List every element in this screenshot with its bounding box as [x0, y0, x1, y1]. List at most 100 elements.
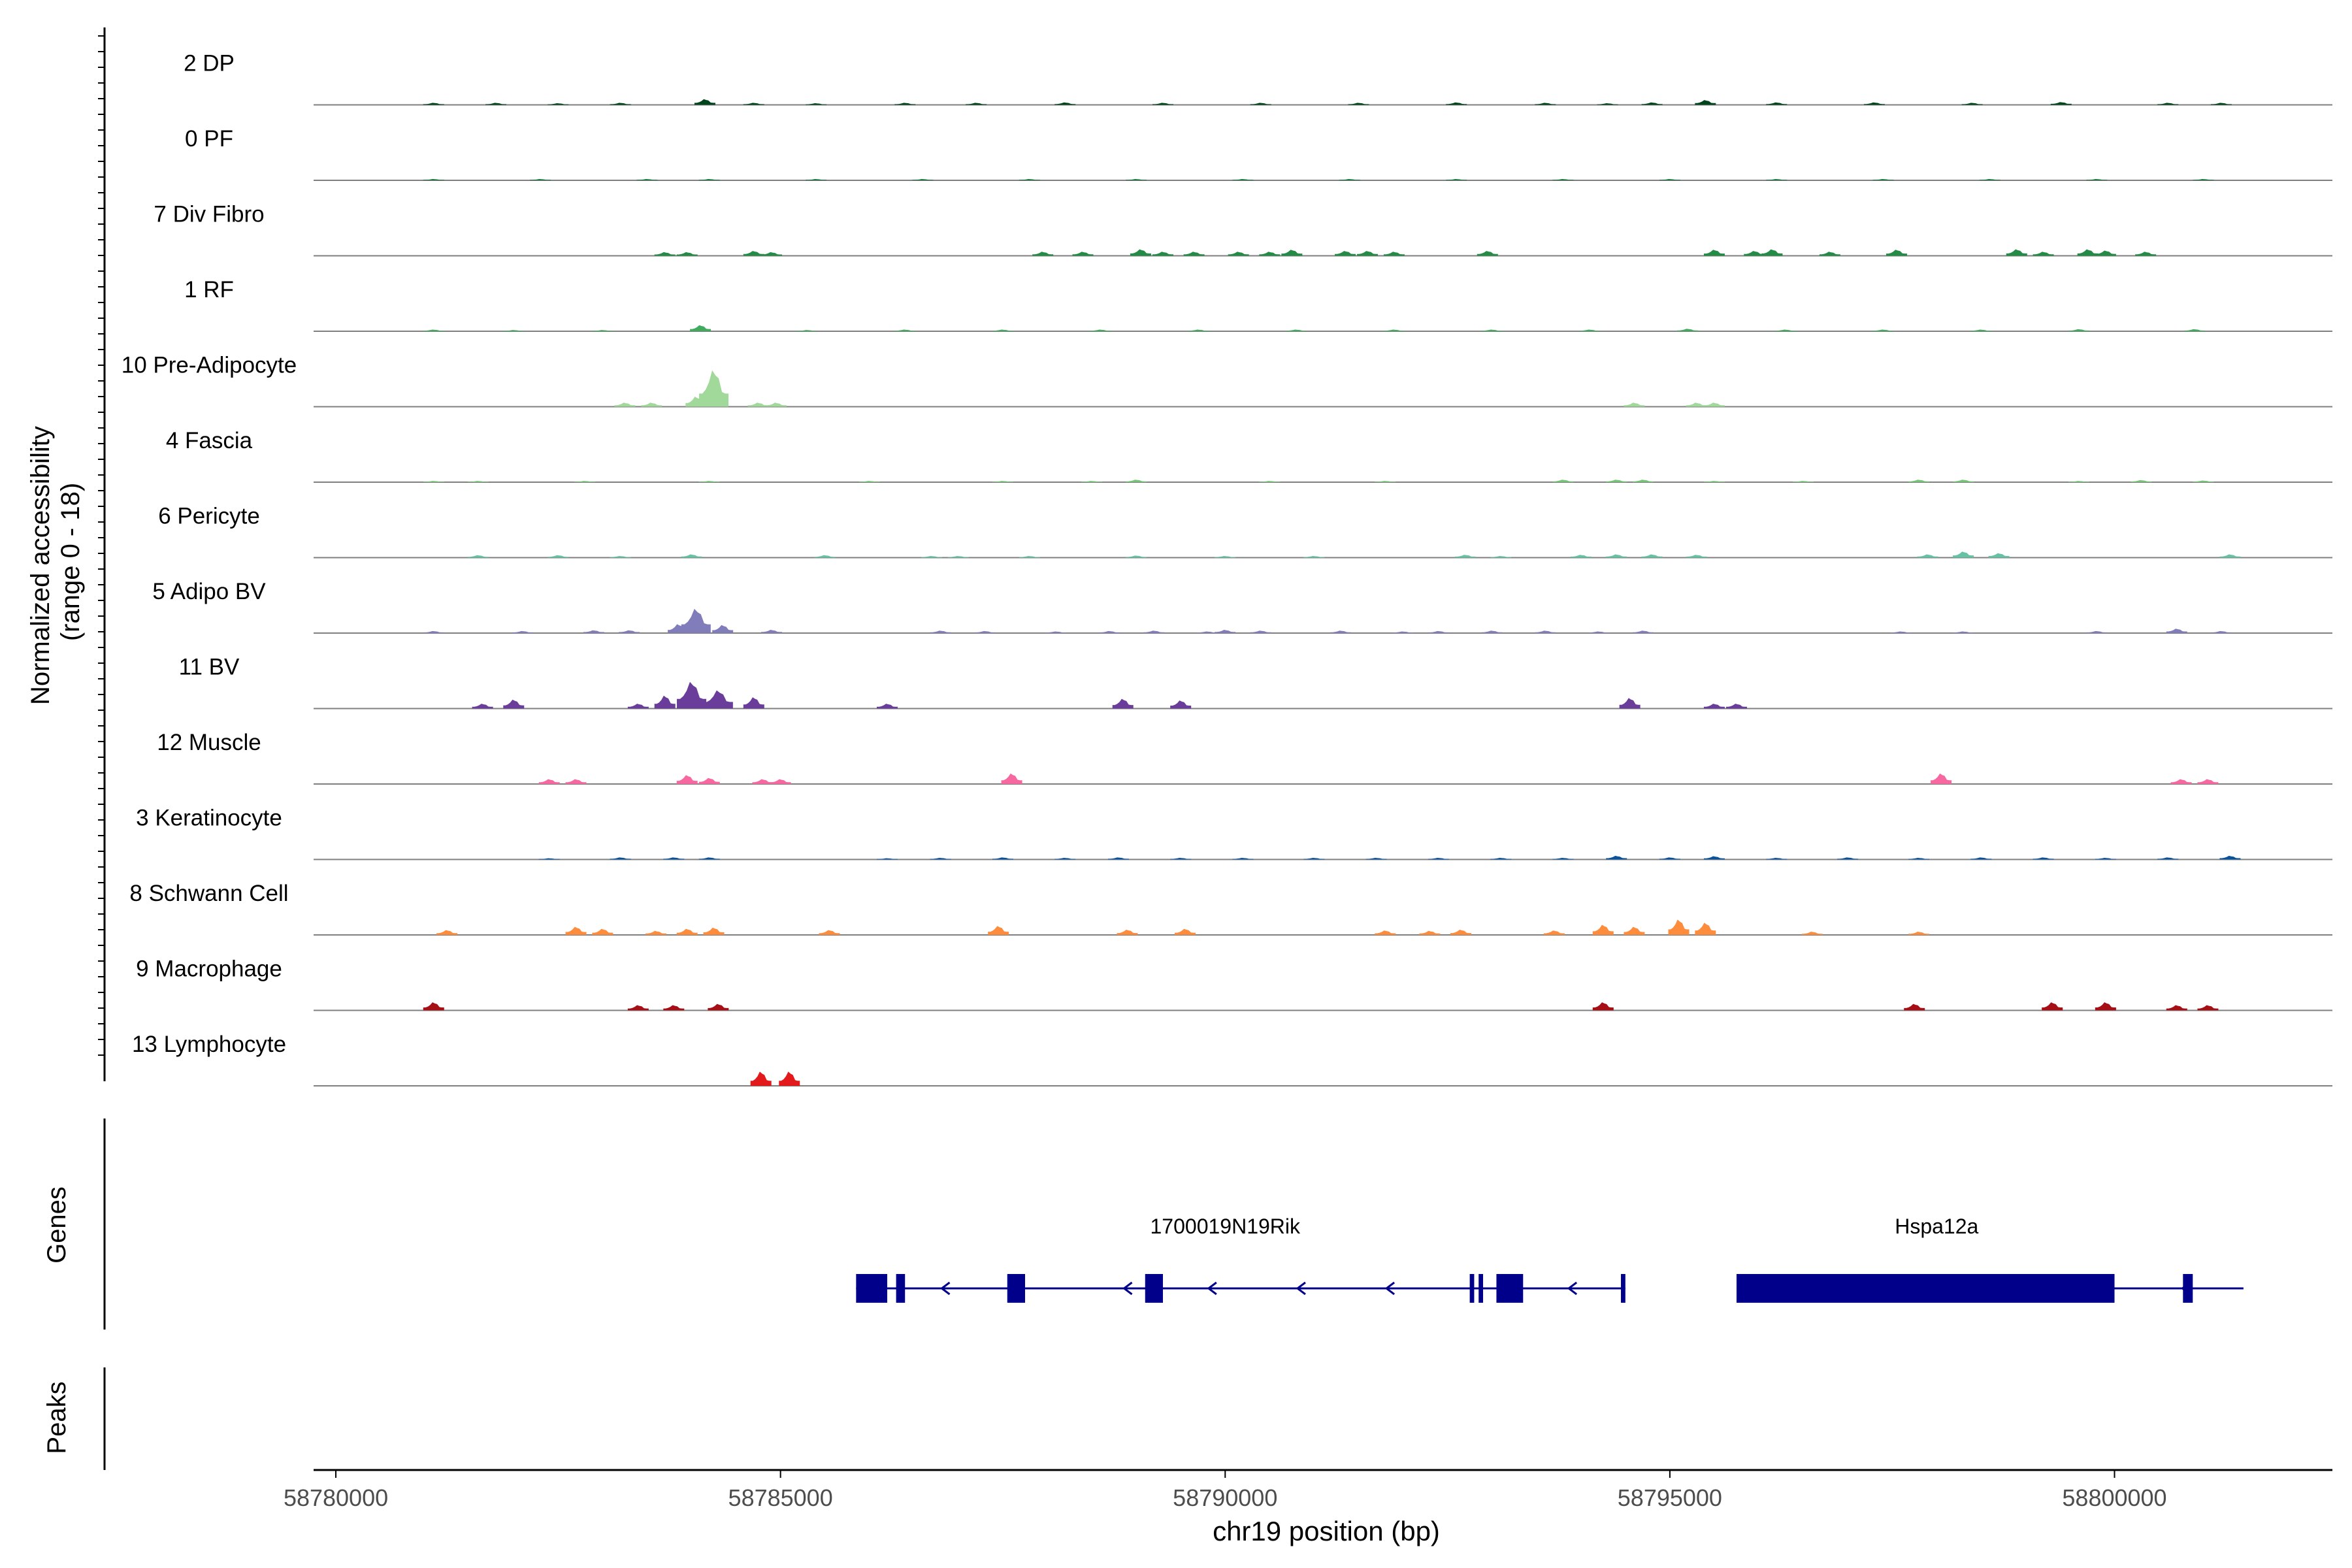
- coverage-peak: [423, 481, 444, 482]
- coverage-peak: [654, 695, 676, 709]
- coverage-peak: [1228, 252, 1249, 256]
- coverage-peak: [610, 857, 631, 860]
- coverage-peak: [1917, 554, 1938, 558]
- coverage-peak: [2157, 103, 2179, 105]
- coverage-peak: [747, 402, 769, 407]
- coverage-peak: [1335, 251, 1356, 256]
- coverage-peak: [699, 370, 729, 407]
- coverage-peak: [1428, 858, 1449, 860]
- coverage-peak: [1908, 932, 1930, 935]
- coverage-peak: [2219, 855, 2241, 860]
- coverage-peak: [698, 481, 720, 482]
- coverage-peak: [1686, 555, 1707, 558]
- coverage-peak: [663, 1005, 685, 1011]
- coverage-peak: [698, 179, 720, 180]
- coverage-peak: [1490, 858, 1512, 860]
- coverage-peak: [1890, 631, 1912, 633]
- y-axis-label-line2: (range 0 - 18): [56, 483, 85, 641]
- coverage-peak: [1481, 630, 1503, 633]
- strand-arrow: [1567, 1281, 1578, 1296]
- track-11: 3 Keratinocyte: [136, 806, 2332, 860]
- coverage-peak: [1766, 858, 1788, 860]
- coverage-peak: [1446, 179, 1467, 180]
- coverage-peak: [1970, 857, 1992, 860]
- coverage-peak: [1383, 252, 1405, 256]
- coverage-peak: [503, 699, 525, 709]
- gene-exon: [1469, 1274, 1475, 1303]
- strand-arrow: [1122, 1281, 1133, 1296]
- gene-exon: [896, 1274, 906, 1303]
- track-label: 8 Schwann Cell: [129, 881, 288, 906]
- strand-arrow: [939, 1281, 951, 1296]
- coverage-peak: [779, 1071, 800, 1086]
- coverage-peak: [1641, 554, 1663, 558]
- coverage-peak: [1183, 252, 1205, 256]
- coverage-peak: [1606, 480, 1627, 482]
- coverage-peak: [806, 179, 827, 180]
- coverage-peak: [1188, 329, 1209, 331]
- coverage-peak: [1446, 102, 1467, 105]
- coverage-peak: [1579, 329, 1601, 331]
- coverage-peak: [1130, 249, 1151, 256]
- coverage-peak: [467, 481, 489, 482]
- coverage-peak: [1970, 329, 1992, 331]
- coverage-peak: [1633, 480, 1654, 482]
- coverage-peak: [1281, 250, 1303, 256]
- coverage-peak: [1703, 704, 1725, 709]
- coverage-peak: [1126, 480, 1147, 482]
- coverage-peak: [1766, 179, 1788, 180]
- coverage-peak: [1126, 555, 1147, 558]
- coverage-peak: [1054, 858, 1076, 860]
- coverage-peak: [512, 630, 533, 633]
- coverage-peak: [1365, 858, 1387, 860]
- track-7: 6 Pericyte: [158, 504, 2332, 559]
- coverage-peak: [2193, 179, 2214, 180]
- coverage-peak: [1126, 179, 1147, 180]
- coverage-peak: [814, 555, 836, 558]
- coverage-peak: [1419, 930, 1441, 935]
- coverage-peak: [1606, 855, 1627, 860]
- y-axis-label-line1: Normalized accessibility: [26, 426, 55, 705]
- coverage-peak: [1588, 631, 1609, 633]
- coverage-peak: [974, 630, 996, 633]
- track-9: 11 BV: [179, 655, 2332, 710]
- coverage-peak: [1592, 924, 1614, 935]
- coverage-peak: [796, 330, 818, 331]
- coverage-peak: [770, 779, 791, 784]
- coverage-peak: [876, 704, 898, 709]
- coverage-peak: [1597, 103, 1618, 105]
- coverage-peak: [1904, 1004, 1925, 1011]
- coverage-peak: [947, 556, 969, 558]
- coverage-peak: [2184, 329, 2206, 331]
- coverage-peak: [565, 779, 587, 784]
- coverage-peak: [538, 779, 560, 784]
- coverage-peak: [2219, 554, 2241, 558]
- coverage-peak: [641, 402, 662, 407]
- coverage-peak: [1054, 102, 1076, 105]
- coverage-peak: [1259, 252, 1281, 256]
- coverage-peak: [2086, 179, 2108, 180]
- coverage-peak: [2095, 1002, 2116, 1011]
- track-1: 2 DP: [184, 51, 2332, 106]
- coverage-peak: [2170, 779, 2192, 784]
- coverage-peak: [1761, 249, 1783, 256]
- coverage-peak: [743, 251, 764, 256]
- coverage-peak: [698, 777, 720, 784]
- coverage-peak: [2095, 858, 2116, 860]
- coverage-peak: [538, 858, 560, 860]
- coverage-peak: [1303, 556, 1325, 558]
- coverage-peak: [681, 554, 702, 558]
- coverage-peak: [2050, 102, 2072, 105]
- coverage-peak: [1988, 553, 2010, 558]
- coverage-peak: [1744, 251, 1765, 256]
- track-label: 7 Div Fibro: [154, 202, 264, 227]
- coverage-peak: [750, 1071, 772, 1086]
- coverage-peak: [1117, 930, 1138, 935]
- coverage-peak: [1250, 630, 1271, 633]
- coverage-peak: [1535, 103, 1556, 105]
- track-label: 5 Adipo BV: [152, 579, 266, 604]
- coverage-peak: [1961, 103, 1983, 105]
- coverage-peak: [592, 928, 613, 935]
- coverage-peak: [2166, 629, 2187, 633]
- coverage-peak: [2166, 1005, 2187, 1011]
